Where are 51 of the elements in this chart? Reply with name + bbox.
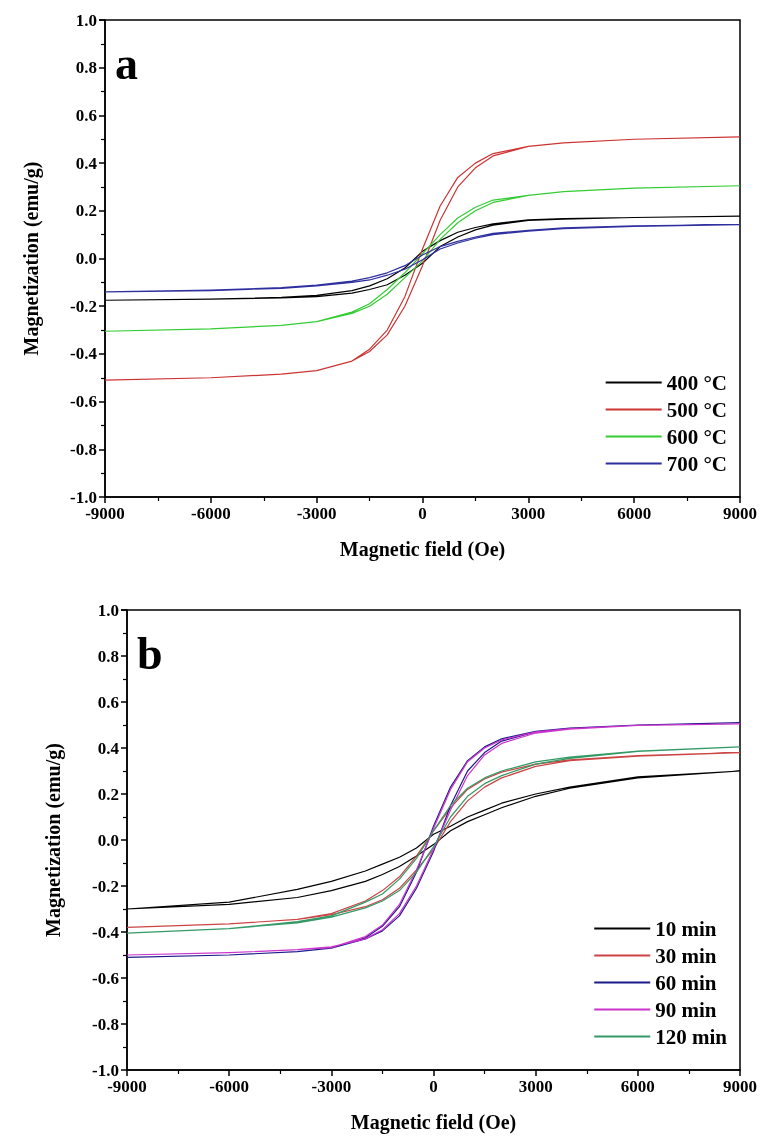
y-tick-label: 0.8 [75, 58, 97, 78]
y-tick-label: -0.2 [92, 876, 119, 896]
legend-label: 700 °C [666, 451, 728, 476]
y-tick-label: 0.4 [97, 738, 120, 758]
legend-label: 600 °C [666, 424, 728, 449]
x-tick-label: 9000 [723, 1077, 757, 1096]
x-tick-label: -6000 [191, 504, 231, 523]
y-tick-label: -0.2 [70, 296, 97, 316]
x-tick-label: -3000 [311, 1077, 352, 1096]
y-tick-label: 0.0 [75, 249, 97, 268]
x-tick-label: 6000 [617, 504, 652, 523]
annotation: a [115, 37, 138, 89]
x-tick-label: -9000 [85, 504, 125, 523]
x-tick-label: -3000 [296, 504, 337, 523]
legend-label: 500 °C [666, 397, 728, 422]
legend-label: 400 °C [666, 370, 728, 395]
y-tick-label: 0.6 [75, 105, 97, 125]
x-tick-label: -6000 [209, 1077, 249, 1096]
y-tick-label: -0.8 [70, 439, 97, 459]
y-tick-label: -0.8 [92, 1014, 119, 1034]
legend-label: 60 min [655, 970, 717, 995]
x-axis-title: Magnetic field (Oe) [350, 1111, 517, 1134]
y-tick-label: 0.8 [97, 646, 119, 666]
x-tick-label: 0 [429, 1077, 438, 1096]
legend-label: 120 min [655, 1024, 728, 1049]
y-tick-label: 0.0 [97, 830, 119, 850]
x-tick-label: 6000 [620, 1077, 655, 1096]
y-tick-label: -1.0 [92, 1060, 119, 1080]
y-tick-label: 1.0 [75, 10, 97, 30]
x-tick-label: -9000 [107, 1077, 147, 1096]
y-tick-label: -1.0 [70, 487, 97, 507]
legend-label: 90 min [655, 997, 717, 1022]
y-tick-label: 1.0 [97, 600, 119, 620]
y-tick-label: 0.4 [75, 153, 98, 173]
x-tick-label: 9000 [723, 504, 757, 523]
y-tick-label: -0.4 [92, 922, 120, 942]
annotation: b [137, 627, 163, 679]
legend-label: 10 min [655, 916, 717, 941]
x-tick-label: 3000 [518, 1077, 553, 1096]
y-axis-title: Magnetization (emu/g) [42, 743, 65, 937]
y-tick-label: -0.6 [70, 392, 97, 412]
x-tick-label: 3000 [511, 504, 546, 523]
y-tick-label: 0.2 [75, 201, 97, 221]
x-axis-title: Magnetic field (Oe) [339, 538, 506, 561]
y-tick-label: -0.6 [92, 968, 119, 988]
legend-label: 30 min [655, 943, 717, 968]
y-tick-label: 0.2 [97, 784, 119, 804]
x-tick-label: 0 [418, 504, 427, 523]
y-axis-title: Magnetization (emu/g) [20, 161, 43, 356]
y-tick-label: -0.4 [70, 344, 98, 364]
y-tick-label: 0.6 [97, 692, 119, 712]
